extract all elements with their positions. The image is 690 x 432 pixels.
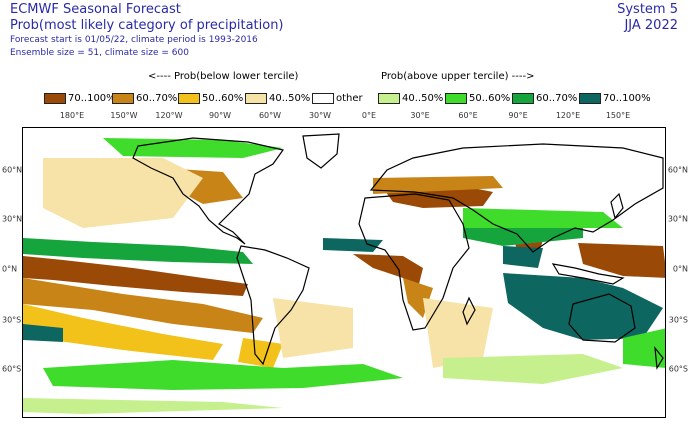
legend-swatch <box>378 92 400 104</box>
above-tercile-label: Prob(above upper tercile) ----> <box>381 71 535 82</box>
ensemble-info: Ensemble size = 51, climate size = 600 <box>10 48 189 58</box>
lat-tick-left: 60°N <box>2 165 23 175</box>
header: ECMWF Seasonal Forecast Prob(most likely… <box>10 2 284 60</box>
dry-region-wpacific <box>578 243 665 278</box>
legend-swatch <box>445 92 467 104</box>
legend-label: other <box>336 92 363 104</box>
lat-tick-right: 30°S <box>668 315 688 325</box>
lon-tick-top: 150°E <box>605 111 631 120</box>
lat-tick-right: 60°S <box>668 364 688 374</box>
legend-item: 50..60% <box>178 91 243 105</box>
lon-tick-top: 90°W <box>208 111 232 120</box>
legend-swatch <box>44 92 66 104</box>
legend-label: 70..100% <box>603 92 651 104</box>
system-info: System 5 JJA 2022 <box>617 2 678 34</box>
legend-label: 70..100% <box>68 92 116 104</box>
lon-tick-top: 60°E <box>458 111 478 120</box>
lat-tick-right: 60°N <box>667 165 688 175</box>
lon-tick-top: 120°E <box>555 111 581 120</box>
legend-swatch <box>245 92 267 104</box>
map-canvas <box>23 133 665 414</box>
map-subtitle: Prob(most likely category of precipitati… <box>10 18 284 33</box>
wet-region-tropics <box>23 238 253 264</box>
lat-tick-left: 60°S <box>2 364 22 374</box>
lon-tick-top: 150°W <box>110 111 138 120</box>
lon-tick-top: 60°W <box>258 111 282 120</box>
season: JJA 2022 <box>624 18 678 33</box>
lon-tick-top: 120°W <box>155 111 183 120</box>
legend-label: 60..70% <box>136 92 178 104</box>
legend-item: 60..70% <box>512 91 577 105</box>
lon-tick-top: 30°E <box>410 111 430 120</box>
probability-field <box>23 138 665 414</box>
legend-item: other <box>312 91 363 105</box>
lat-tick-left: 30°S <box>2 315 22 325</box>
legend-swatch <box>512 92 534 104</box>
legend-item: 70..100% <box>579 91 651 105</box>
lon-tick-top: 180°E <box>59 111 85 120</box>
legend-swatch <box>312 92 334 104</box>
legend-item: 40..50% <box>245 91 310 105</box>
map-title: ECMWF Seasonal Forecast <box>10 2 181 17</box>
legend-item: 60..70% <box>112 91 177 105</box>
legend-label: 40..50% <box>402 92 444 104</box>
legend-swatch <box>112 92 134 104</box>
below-tercile-label: <---- Prob(below lower tercile) <box>148 71 299 82</box>
system-name: System 5 <box>617 2 678 17</box>
lat-tick-right: 30°N <box>667 214 688 224</box>
coastlines <box>132 133 664 370</box>
legend-item: 70..100% <box>44 91 116 105</box>
lat-tick-left: 30°N <box>2 214 23 224</box>
lat-tick-left: 0°N <box>2 264 18 274</box>
precipitation-map <box>22 127 666 418</box>
wet-region-australia <box>503 273 663 340</box>
lat-tick-right: 0°N <box>672 264 688 274</box>
legend-item: 50..60% <box>445 91 510 105</box>
lon-tick-top: 90°E <box>508 111 528 120</box>
forecast-info: Forecast start is 01/05/22, climate peri… <box>10 35 258 45</box>
legend-label: 60..70% <box>536 92 578 104</box>
lon-tick-top: 30°W <box>308 111 332 120</box>
lon-tick-top: 0°E <box>361 111 377 120</box>
legend-label: 50..60% <box>202 92 244 104</box>
legend-swatch <box>579 92 601 104</box>
legend-item: 40..50% <box>378 91 443 105</box>
dry-region-pacific <box>23 256 248 296</box>
legend-label: 50..60% <box>469 92 511 104</box>
legend-swatch <box>178 92 200 104</box>
legend-label: 40..50% <box>269 92 311 104</box>
